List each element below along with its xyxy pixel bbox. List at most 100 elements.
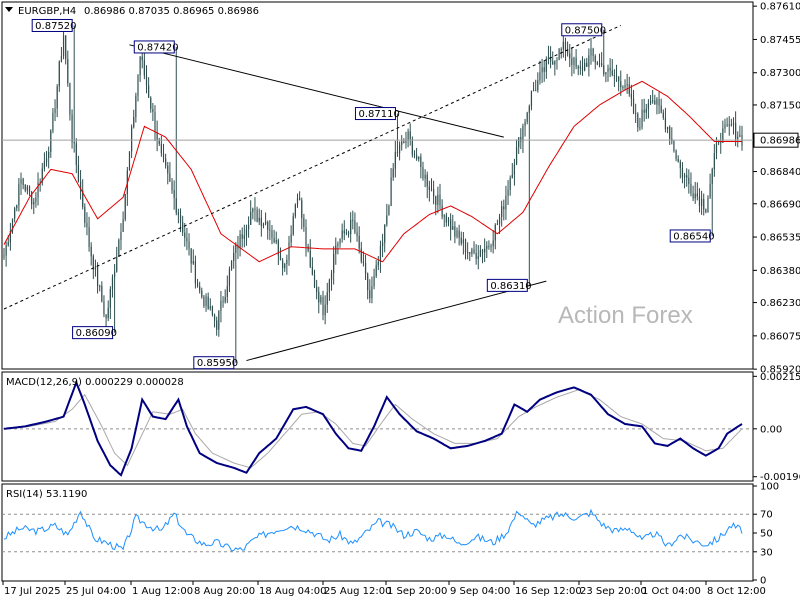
candle-body — [441, 205, 443, 217]
candle-body — [284, 264, 286, 269]
candle-body — [69, 83, 71, 115]
candle-body — [552, 61, 554, 65]
candle-body — [537, 80, 539, 91]
candle-body — [458, 230, 460, 238]
candle-body — [50, 130, 52, 152]
price-level-label: 0.87420 — [137, 42, 178, 53]
candle-body — [479, 250, 482, 257]
candle-body — [547, 57, 550, 60]
candle-body — [577, 66, 579, 69]
candle-body — [560, 49, 562, 51]
candle-body — [586, 62, 588, 67]
candle-body — [352, 219, 354, 221]
time-axis-label: 25 Jul 04:00 — [66, 586, 126, 597]
candle-body — [186, 237, 188, 242]
candle-body — [467, 252, 469, 254]
candle-body — [539, 72, 541, 81]
price-level-label-box — [193, 356, 235, 370]
candle-body — [48, 151, 50, 159]
price-panel[interactable]: 0.87520 0.87420 0.87110 0.87500 0.86540 0.863… — [1, 1, 754, 370]
candle-body — [462, 239, 464, 244]
rsi-axis-label: 70 — [760, 510, 773, 521]
candle-body — [469, 252, 471, 254]
candle-body — [692, 193, 694, 199]
candle-body — [379, 246, 382, 262]
candle-body — [620, 81, 622, 87]
candle-body — [411, 139, 413, 155]
candle-body — [362, 261, 365, 264]
candle-body — [535, 90, 537, 92]
candle-body — [71, 114, 73, 143]
candle-body — [477, 256, 479, 259]
candle-body — [37, 182, 39, 198]
candle-body — [443, 215, 445, 217]
candle-body — [409, 131, 411, 140]
candle-body — [405, 140, 407, 143]
macd-panel[interactable]: MACD(12,26,9) 0.000229 0.000028 — [1, 371, 754, 482]
candle-body — [271, 230, 273, 238]
macd-title: MACD(12,26,9) 0.000229 0.000028 — [6, 377, 184, 388]
price-axis-label: 0.86230 — [760, 298, 800, 309]
candle-body — [445, 215, 447, 223]
candle-body — [171, 181, 173, 191]
candle-body — [658, 99, 660, 106]
macd-line — [3, 379, 743, 477]
candle-body — [715, 142, 718, 154]
candle-body — [267, 221, 269, 230]
candle-body — [501, 206, 503, 217]
candle-body — [686, 175, 688, 178]
candle-body — [192, 261, 194, 264]
candle-body — [258, 217, 260, 222]
candle-body — [203, 296, 205, 307]
candle-body — [611, 70, 613, 76]
candle-body — [401, 141, 403, 145]
candle-body — [56, 86, 58, 109]
candle-body — [698, 196, 701, 206]
candle-body — [60, 55, 63, 62]
candle-body — [554, 60, 556, 65]
price-axis-label: 0.87150 — [760, 100, 800, 111]
candle-body — [498, 216, 501, 224]
candle-body — [737, 137, 739, 139]
candle-body — [90, 246, 92, 257]
candle-body — [139, 56, 141, 76]
candle-body — [430, 189, 433, 191]
candle-body — [488, 245, 490, 248]
rsi-line — [3, 508, 743, 552]
candle-body — [269, 229, 271, 231]
candle-body — [286, 259, 288, 265]
price-axis-label: 0.86380 — [760, 266, 800, 277]
candle-body — [564, 41, 567, 51]
candle-body — [122, 219, 124, 232]
time-axis-label: 1 Oct 04:00 — [642, 586, 701, 597]
candle-body — [264, 221, 267, 224]
candle-body — [173, 190, 175, 199]
moving-average-line — [3, 80, 742, 263]
candle-body — [158, 140, 160, 144]
candle-body — [447, 219, 450, 223]
candle-body — [718, 142, 720, 144]
candle-body — [728, 124, 730, 126]
candle-body — [233, 252, 235, 261]
candle-body — [626, 84, 628, 86]
candle-body — [675, 150, 677, 159]
dropdown-triangle-icon[interactable] — [5, 7, 13, 12]
price-axis-label: 0.87455 — [760, 35, 800, 46]
candle-body — [275, 240, 277, 243]
chart-symbol: EURGBP,H4 — [18, 6, 76, 17]
candle-body — [420, 156, 422, 168]
candle-body — [299, 198, 301, 201]
candle-body — [688, 177, 690, 184]
candle-body — [235, 244, 237, 253]
time-axis-label: 18 Aug 04:00 — [259, 586, 326, 597]
price-level-label-box — [561, 23, 603, 37]
candle-body — [664, 117, 667, 130]
candle-body — [367, 273, 369, 291]
candle-body — [73, 142, 75, 144]
candle-body — [254, 208, 256, 210]
candle-body — [386, 215, 388, 225]
candle-body — [637, 113, 639, 128]
candle-body — [216, 320, 218, 330]
candle-body — [456, 230, 458, 237]
candle-body — [390, 177, 392, 206]
